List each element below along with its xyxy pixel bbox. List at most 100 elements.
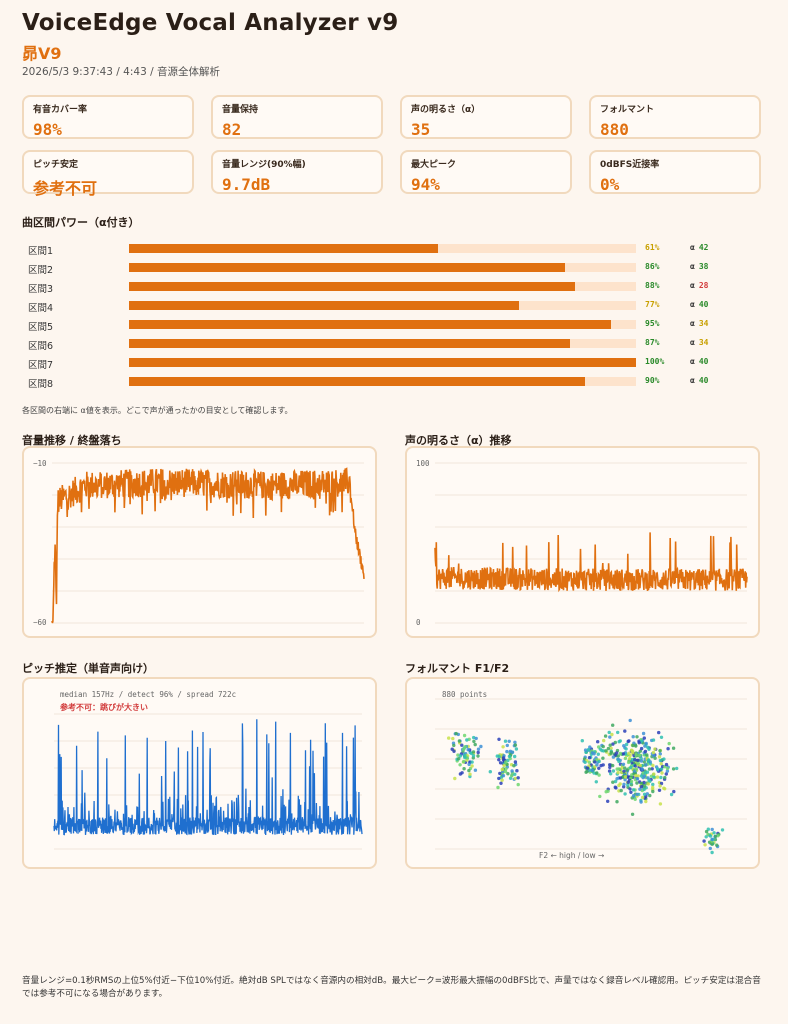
formant-point: [710, 842, 714, 846]
formant-point: [660, 771, 664, 775]
metric-card-pitch-stability: ピッチ安定 参考不可: [22, 150, 194, 198]
formant-point: [652, 772, 656, 776]
formant-point: [638, 763, 642, 768]
pitch-stats: median 157Hz / detect 96% / spread 722c: [60, 690, 237, 699]
metric-value: 9.7dB: [222, 175, 271, 194]
bar-row: 区間6 87% α 34: [28, 337, 768, 352]
formant-point: [712, 831, 716, 835]
formant-point: [476, 750, 480, 755]
formant-point: [608, 735, 612, 739]
formant-point: [644, 763, 648, 767]
bar-value-label: 95%: [645, 319, 660, 328]
formant-point: [596, 740, 600, 744]
bar-category-label: 区間6: [28, 341, 54, 352]
formant-point: [466, 748, 470, 752]
formant-point: [634, 753, 638, 757]
formant-point: [501, 745, 505, 749]
formant-point: [618, 782, 622, 786]
formant-point: [631, 735, 635, 739]
metric-value: 98%: [33, 120, 62, 139]
formant-point: [499, 781, 503, 785]
formant-point: [639, 785, 644, 789]
formant-point: [505, 743, 509, 748]
formant-point: [454, 731, 458, 736]
formant-point: [646, 782, 650, 786]
formant-point: [620, 766, 624, 770]
formant-point: [617, 759, 621, 764]
footer-notes: 音量レンジ=0.1秒RMSの上位5%付近−下位10%付近。絶対dB SPLではな…: [22, 976, 761, 999]
formant-point: [631, 788, 636, 792]
formant-point: [611, 723, 615, 727]
formant-point: [650, 767, 654, 771]
formant-point: [631, 751, 635, 755]
formant-point: [465, 738, 469, 742]
bar-row: 区間2 86% α 38: [28, 261, 768, 276]
formant-point: [447, 736, 451, 740]
formant-point: [608, 763, 612, 767]
formant-point: [450, 747, 454, 751]
formant-point: [506, 772, 510, 776]
formant-point: [614, 786, 618, 790]
pitch-chart-panel: median 157Hz / detect 96% / spread 722c …: [22, 677, 377, 869]
formant-point: [658, 758, 663, 763]
formant-point: [643, 771, 647, 775]
formant-point: [634, 774, 638, 778]
metric-card-brightness: 声の明るさ（α） 35: [400, 95, 572, 139]
formant-point: [641, 731, 646, 736]
formant-point: [703, 843, 707, 847]
formant-point: [646, 776, 650, 780]
formant-point: [613, 740, 617, 745]
formant-point: [461, 747, 466, 752]
formant-point: [706, 832, 710, 837]
formant-point: [513, 740, 517, 744]
formant-point: [471, 750, 476, 754]
formant-point: [639, 759, 644, 763]
formant-point: [611, 763, 615, 768]
formant-point: [644, 741, 648, 746]
formant-point: [606, 746, 611, 751]
formant-point: [642, 760, 646, 764]
formant-point: [621, 762, 626, 766]
formant-point: [638, 749, 642, 753]
formant-point: [583, 748, 588, 752]
formant-point: [513, 776, 517, 781]
bar-alpha-label: α 28: [690, 281, 709, 290]
formant-point: [609, 750, 614, 754]
bar-row: 区間7 100% α 40: [28, 356, 768, 371]
metric-card-0dbfs-rate: 0dBFS近接率 0%: [589, 150, 761, 194]
formant-point: [658, 752, 662, 756]
formant-point: [645, 792, 649, 796]
formant-point: [619, 788, 623, 793]
formant-scatter: [435, 698, 747, 855]
metric-card-volume-hold: 音量保持 82: [211, 95, 383, 139]
formant-point: [597, 766, 601, 770]
formant-point: [623, 775, 628, 779]
power-note: 各区間の右端に α値を表示。どこで声が通ったかの目安として確認します。: [22, 406, 293, 415]
formant-point: [611, 780, 615, 784]
formant-point: [713, 834, 718, 838]
bar-category-label: 区間1: [28, 246, 54, 257]
bar-track: [129, 263, 636, 272]
formant-point: [510, 750, 515, 754]
volume-chart-panel: −10 −60: [22, 446, 377, 638]
bar-alpha-label: α 42: [690, 243, 709, 252]
volume-series-line: [51, 467, 365, 624]
formant-point: [507, 754, 512, 759]
formant-point: [651, 738, 656, 742]
formant-point: [658, 749, 662, 753]
formant-point: [497, 758, 501, 762]
formant-point: [639, 800, 643, 804]
formant-point: [651, 789, 655, 794]
metric-label: フォルマント: [600, 105, 655, 115]
metric-label: 音量レンジ(90%幅): [222, 160, 306, 170]
formant-point: [473, 768, 478, 772]
formant-point: [627, 751, 631, 755]
bar: [129, 339, 571, 348]
formant-point-count: 880 points: [442, 690, 488, 699]
bar-category-label: 区間7: [28, 360, 54, 371]
formant-point: [501, 774, 506, 778]
formant-point: [513, 743, 518, 747]
formant-point: [708, 834, 713, 838]
formant-point: [635, 777, 640, 781]
formant-point: [652, 775, 656, 779]
